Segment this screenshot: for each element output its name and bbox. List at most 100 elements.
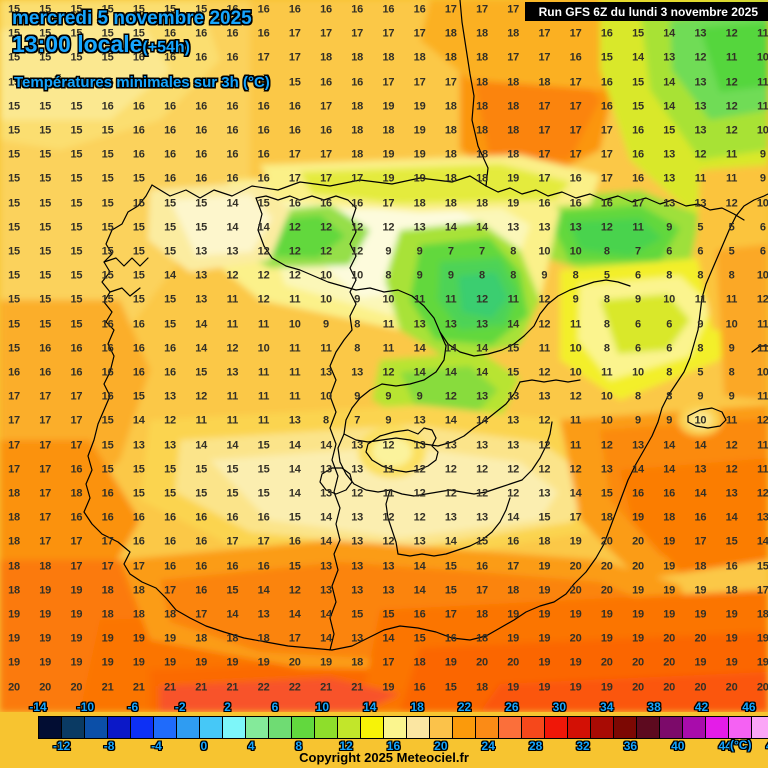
grid-temperature-value: 13 bbox=[538, 487, 551, 500]
grid-temperature-value: 11 bbox=[725, 148, 738, 161]
grid-temperature-value: 15 bbox=[70, 76, 83, 89]
grid-temperature-value: 15 bbox=[195, 487, 208, 500]
grid-temperature-value: 18 bbox=[351, 148, 364, 161]
grid-temperature-value: 19 bbox=[632, 511, 644, 524]
grid-temperature-value: 10 bbox=[756, 51, 768, 64]
grid-temperature-value: 16 bbox=[320, 124, 332, 137]
grid-temperature-value: 16 bbox=[70, 511, 83, 524]
grid-temperature-value: 16 bbox=[569, 197, 582, 210]
grid-temperature-value: 16 bbox=[164, 27, 176, 40]
grid-temperature-value: 6 bbox=[759, 245, 766, 258]
grid-temperature-value: 15 bbox=[70, 221, 83, 234]
grid-temperature-value: 18 bbox=[70, 487, 83, 500]
grid-temperature-value: 13 bbox=[476, 390, 488, 403]
grid-temperature-value: 6 bbox=[759, 221, 766, 234]
grid-temperature-value: 16 bbox=[507, 535, 520, 548]
grid-temperature-value: 20 bbox=[663, 632, 676, 645]
grid-temperature-value: 14 bbox=[694, 439, 707, 452]
grid-temperature-value: 15 bbox=[8, 197, 20, 210]
grid-temperature-value: 9 bbox=[447, 269, 454, 282]
grid-temperature-value: 18 bbox=[507, 124, 520, 137]
grid-temperature-value: 11 bbox=[725, 414, 738, 427]
grid-temperature-value: 14 bbox=[663, 100, 676, 113]
grid-temperature-value: 16 bbox=[164, 100, 176, 113]
grid-temperature-value: 10 bbox=[569, 245, 582, 258]
grid-temperature-value: 17 bbox=[288, 172, 301, 185]
grid-temperature-value: 13 bbox=[507, 221, 520, 234]
grid-temperature-value: 15 bbox=[476, 535, 488, 548]
grid-temperature-value: 16 bbox=[600, 27, 613, 40]
grid-temperature-value: 13 bbox=[351, 535, 364, 548]
grid-temperature-value: 19 bbox=[507, 608, 520, 621]
grid-temperature-value: 18 bbox=[413, 656, 426, 669]
grid-temperature-value: 16 bbox=[351, 3, 364, 16]
color-swatch bbox=[62, 717, 85, 738]
grid-temperature-value: 17 bbox=[288, 51, 301, 64]
grid-temperature-value: 18 bbox=[413, 51, 426, 64]
grid-temperature-value: 19 bbox=[8, 632, 20, 645]
grid-temperature-value: 16 bbox=[382, 3, 395, 16]
grid-temperature-value: 16 bbox=[132, 318, 145, 331]
grid-temperature-value: 9 bbox=[385, 245, 392, 258]
grid-temperature-value: 12 bbox=[569, 390, 582, 403]
grid-temperature-value: 17 bbox=[70, 439, 83, 452]
grid-temperature-value: 17 bbox=[569, 511, 582, 524]
grid-temperature-value: 13 bbox=[694, 463, 707, 476]
grid-temperature-value: 9 bbox=[666, 414, 673, 427]
weather-map[interactable]: 15 15 15 15 15 15 15 16 16 16 16 16 16 16 17 17 17 17 18 18… bbox=[0, 0, 768, 712]
grid-temperature-value: 6 bbox=[635, 318, 641, 331]
grid-temperature-value: 17 bbox=[8, 414, 20, 427]
grid-temperature-value: 9 bbox=[635, 414, 641, 427]
grid-temperature-value: 19 bbox=[600, 608, 613, 621]
grid-temperature-value: 10 bbox=[694, 414, 707, 427]
grid-temperature-value: 16 bbox=[226, 172, 239, 185]
grid-temperature-value: 17 bbox=[632, 197, 644, 210]
scale-tick-label: 22 bbox=[457, 700, 472, 714]
grid-temperature-value: 18 bbox=[476, 51, 488, 64]
scale-tick-label: 2 bbox=[224, 700, 231, 714]
color-scale-strip[interactable] bbox=[38, 716, 768, 739]
grid-temperature-value: 13 bbox=[476, 511, 488, 524]
grid-temperature-value: 16 bbox=[257, 172, 270, 185]
grid-temperature-value: 13 bbox=[413, 414, 426, 427]
color-swatch bbox=[568, 717, 591, 738]
grid-temperature-value: 17 bbox=[39, 511, 52, 524]
grid-temperature-value: 14 bbox=[476, 414, 488, 427]
grid-temperature-value: 17 bbox=[8, 463, 20, 476]
grid-temperature-value: 10 bbox=[632, 366, 644, 379]
grid-temperature-value: 15 bbox=[101, 414, 114, 427]
grid-temperature-value: 10 bbox=[569, 366, 582, 379]
grid-temperature-value: 13 bbox=[320, 584, 332, 597]
color-swatch bbox=[269, 717, 292, 738]
grid-temperature-value: 15 bbox=[70, 148, 83, 161]
grid-temperature-value: 15 bbox=[8, 221, 20, 234]
grid-temperature-value: 12 bbox=[538, 293, 551, 306]
grid-temperature-value: 11 bbox=[382, 487, 395, 500]
grid-temperature-value: 15 bbox=[70, 100, 83, 113]
color-swatch bbox=[591, 717, 614, 738]
grid-temperature-value: 12 bbox=[351, 221, 364, 234]
grid-temperature-value: 12 bbox=[413, 463, 426, 476]
grid-temperature-value: 12 bbox=[476, 487, 488, 500]
grid-temperature-value: 11 bbox=[757, 318, 768, 331]
grid-temperature-value: 15 bbox=[226, 584, 239, 597]
grid-temperature-value: 17 bbox=[257, 51, 270, 64]
grid-temperature-value: 8 bbox=[603, 318, 610, 331]
grid-temperature-value: 17 bbox=[320, 148, 332, 161]
grid-temperature-value: 16 bbox=[195, 100, 208, 113]
grid-temperature-value: 15 bbox=[226, 487, 239, 500]
grid-temperature-value: 18 bbox=[101, 584, 114, 597]
grid-temperature-value: 20 bbox=[694, 632, 707, 645]
grid-temperature-value: 17 bbox=[101, 535, 114, 548]
grid-temperature-value: 7 bbox=[479, 245, 485, 258]
grid-temperature-value: 14 bbox=[226, 221, 239, 234]
scale-tick-label: 32 bbox=[576, 739, 590, 753]
grid-temperature-value: 15 bbox=[39, 221, 52, 234]
grid-temperature-value: 14 bbox=[320, 608, 332, 621]
grid-temperature-value: 13 bbox=[351, 560, 364, 573]
grid-temperature-value: 13 bbox=[320, 463, 332, 476]
grid-temperature-value: 16 bbox=[725, 560, 738, 573]
grid-temperature-value: 15 bbox=[101, 124, 114, 137]
grid-temperature-value: 17 bbox=[382, 656, 395, 669]
grid-temperature-value: 15 bbox=[101, 293, 114, 306]
